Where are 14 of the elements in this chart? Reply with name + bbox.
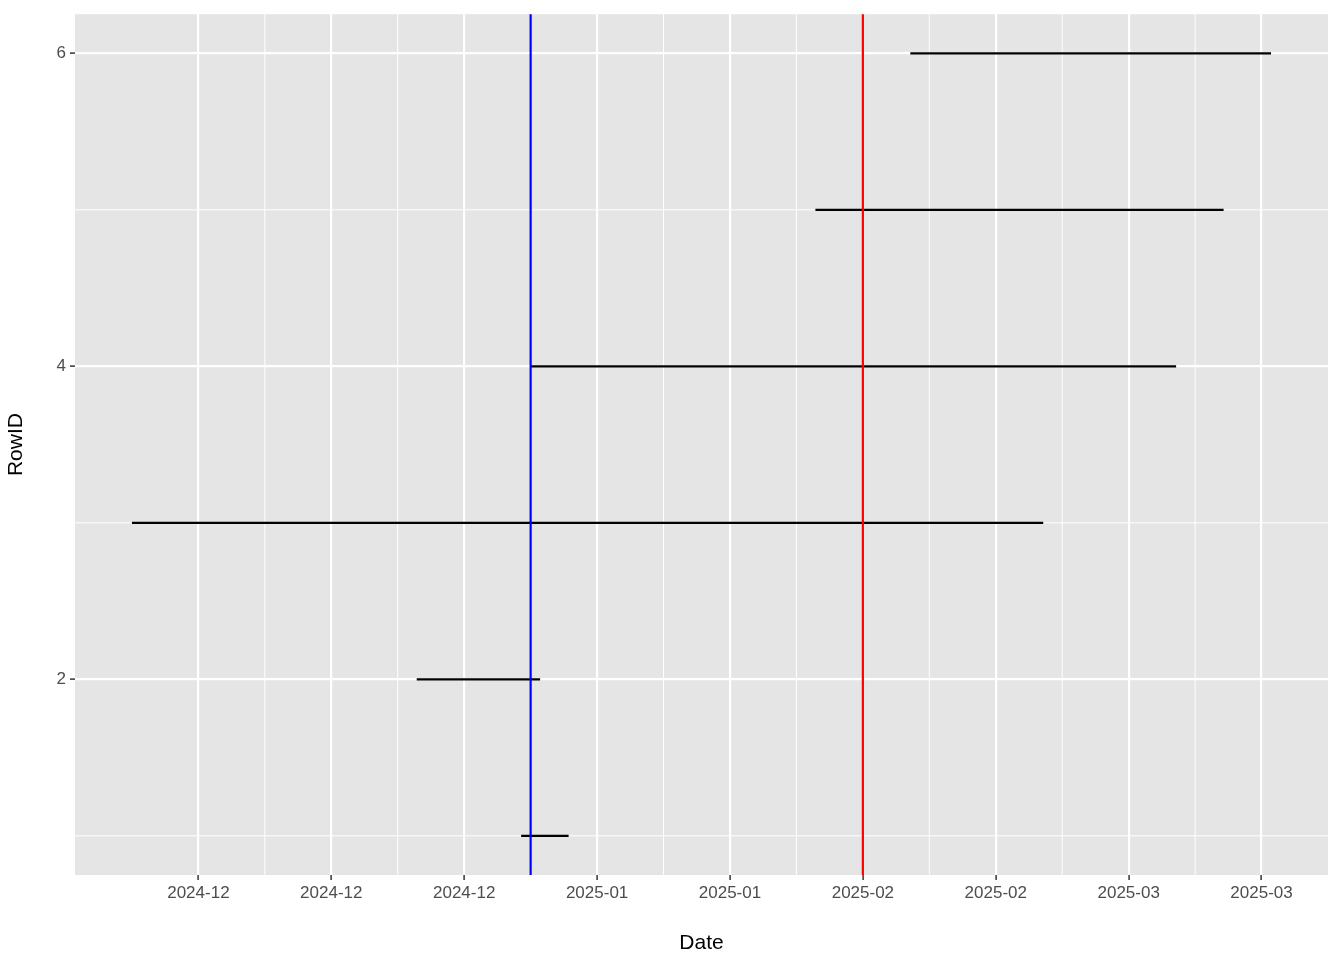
- x-tick-label: 2024-12: [300, 882, 363, 902]
- y-tick-label: 6: [56, 43, 66, 63]
- x-tick-label: 2025-01: [565, 882, 629, 902]
- x-tick-label: 2025-02: [964, 882, 1027, 902]
- x-tick-label: 2025-03: [1097, 882, 1160, 902]
- y-tick-label: 4: [56, 356, 66, 376]
- x-tick-label: 2024-12: [432, 882, 496, 902]
- x-tick-label: 2024-12: [167, 882, 230, 902]
- x-tick-label: 2025-03: [1230, 882, 1293, 902]
- x-tick-label: 2025-01: [698, 882, 762, 902]
- y-tick-label: 2: [56, 669, 66, 689]
- y-axis-title: RowID: [3, 413, 27, 477]
- x-tick-label: 2025-02: [831, 882, 895, 902]
- x-axis-title: Date: [679, 930, 724, 954]
